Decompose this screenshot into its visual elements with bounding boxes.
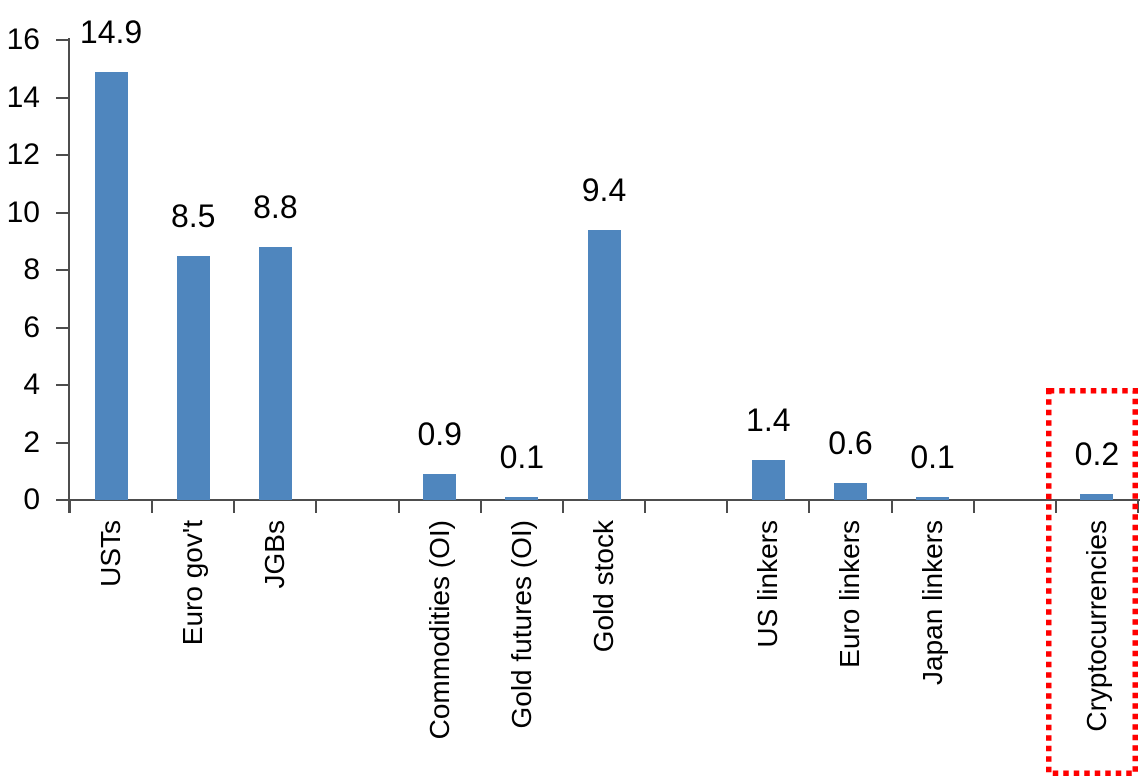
x-axis-tick	[1054, 500, 1057, 513]
bar-usts	[94, 71, 128, 500]
category-label-jgbs: JGBs	[259, 520, 291, 589]
y-axis-tick-label: 4	[23, 368, 40, 401]
value-label-euro-gov-t: 8.5	[170, 197, 216, 234]
x-axis-tick	[479, 500, 482, 513]
x-axis-tick	[315, 500, 318, 513]
category-label-japan-linkers: Japan linkers	[916, 520, 948, 685]
x-axis-tick	[1137, 500, 1139, 513]
x-axis-tick	[644, 500, 647, 513]
y-axis-tick-label: 16	[6, 23, 40, 56]
y-axis-tick-label: 8	[23, 253, 40, 286]
value-label-gold-futures-oi: 0.1	[499, 439, 545, 476]
x-axis-tick	[972, 500, 975, 513]
bar-us-linkers	[751, 459, 785, 500]
bar-jgbs	[258, 247, 292, 500]
y-axis-tick-label: 6	[23, 310, 40, 344]
highlight-box-cryptocurrencies	[1046, 388, 1138, 776]
category-label-gold-futures-oi: Gold futures (OI)	[505, 520, 537, 729]
y-axis-tick	[56, 211, 68, 214]
value-label-euro-linkers: 0.6	[828, 424, 873, 461]
y-axis-line	[68, 38, 70, 513]
x-axis-tick	[69, 500, 71, 513]
y-axis-tick-label: 10	[6, 195, 40, 229]
bar-euro-linkers	[833, 482, 867, 500]
bar-japan-linkers	[916, 497, 950, 500]
bar-euro-gov-t	[176, 255, 210, 500]
category-label-gold-stock: Gold stock	[588, 520, 619, 653]
y-axis-tick	[56, 39, 68, 41]
y-axis-tick	[56, 499, 68, 501]
y-axis-tick	[56, 384, 68, 386]
bar-commodities-oi	[423, 474, 457, 500]
x-axis-line	[68, 499, 1140, 501]
y-axis-tick-label: 2	[23, 425, 40, 459]
category-label-commodities-oi: Commodities (OI)	[423, 520, 455, 740]
category-label-usts: USTs	[95, 520, 127, 587]
x-axis-tick	[151, 500, 154, 513]
value-label-us-linkers: 1.4	[746, 401, 791, 438]
y-axis-tick	[56, 154, 68, 156]
y-axis-tick	[56, 269, 68, 271]
value-label-cryptocurrencies: 0.2	[1074, 436, 1120, 473]
bar-gold-futures-oi	[505, 497, 539, 500]
x-axis-tick	[808, 500, 811, 513]
y-axis-tick	[56, 96, 68, 99]
x-axis-tick	[726, 500, 729, 513]
x-axis-tick	[233, 500, 236, 513]
y-axis-tick-label: 0	[23, 483, 40, 516]
bar-gold-stock	[587, 229, 621, 500]
y-axis-tick	[56, 441, 68, 444]
category-label-euro-linkers: Euro linkers	[834, 520, 866, 668]
x-axis-tick	[561, 500, 564, 513]
x-axis-tick	[890, 500, 893, 513]
y-axis-tick-label: 14	[6, 80, 40, 114]
y-axis-tick-label: 12	[6, 138, 40, 171]
value-label-commodities-oi: 0.9	[417, 416, 462, 453]
y-axis-tick	[56, 326, 68, 329]
value-label-gold-stock: 9.4	[581, 171, 627, 208]
category-label-us-linkers: US linkers	[752, 520, 784, 648]
value-label-usts: 14.9	[79, 13, 143, 50]
x-axis-tick	[397, 500, 400, 513]
category-label-euro-gov-t: Euro gov't	[177, 520, 209, 646]
value-label-jgbs: 8.8	[253, 189, 298, 225]
value-label-japan-linkers: 0.1	[910, 439, 955, 476]
bar-cryptocurrencies	[1080, 494, 1114, 500]
